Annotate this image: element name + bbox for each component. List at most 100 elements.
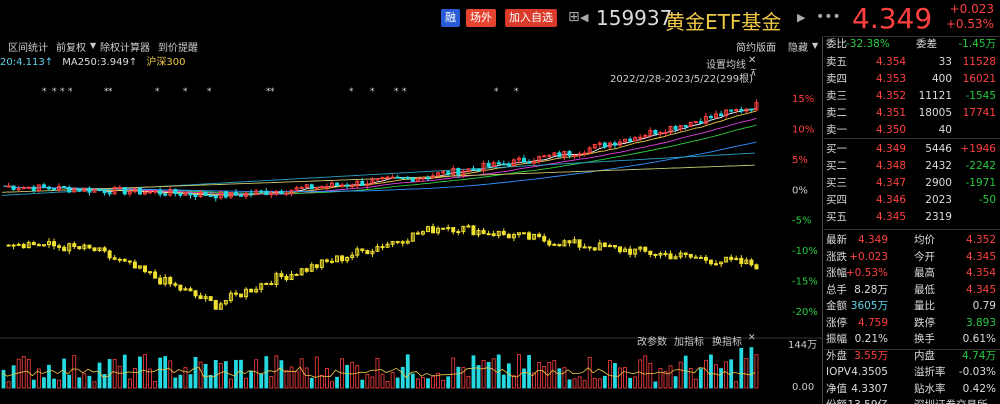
otc-tag[interactable]: 场外 [466, 9, 496, 27]
quote-row: IOPV 4.3505 溢折率 -0.03% [824, 364, 1000, 381]
index-candle-body [309, 264, 314, 272]
event-marker: * [104, 87, 109, 97]
index-candle-body [618, 246, 623, 253]
gold-candle-body [158, 190, 163, 195]
index-candle-body [249, 288, 254, 293]
weibi-value: -32.38% [846, 38, 890, 50]
gold-candle-body [188, 192, 193, 196]
volume-bar [719, 368, 723, 389]
pin-icon[interactable]: ⊼ [750, 69, 757, 79]
close-icon[interactable]: ✕ [748, 55, 757, 66]
volume-bar [330, 381, 334, 389]
y-tick-label: 15% [792, 94, 814, 105]
gold-candle-body [163, 193, 168, 196]
more-icon[interactable]: ••• [816, 9, 841, 25]
y-tick-label: -20% [792, 307, 818, 318]
volume-bar [269, 376, 274, 389]
volume-bar [709, 354, 713, 389]
volume-bar [299, 358, 304, 389]
chevron-down-icon[interactable]: ▼ [90, 41, 97, 50]
simple-layout-button[interactable]: 简约版面 [736, 43, 776, 54]
gold-candle-body [264, 190, 269, 196]
gold-candle-body [345, 184, 350, 187]
index-candle-body [607, 244, 612, 248]
volume-bar [193, 356, 198, 389]
volume-bar [218, 363, 223, 389]
pre-adjust-dropdown[interactable]: 前复权 [56, 43, 86, 54]
volume-bar [213, 359, 218, 389]
gold-candle-body [714, 113, 719, 118]
event-marker: * [349, 87, 354, 97]
index-compare-label: 沪深300 [146, 57, 186, 68]
volume-bar [82, 373, 87, 389]
price-change: +0.023 [949, 2, 994, 16]
volume-bar [294, 371, 299, 389]
volume-bar [668, 365, 673, 389]
index-candle-body [52, 241, 57, 247]
index-candle-body [592, 247, 597, 251]
index-candle-body [405, 240, 410, 244]
last-price: 4.349 [852, 2, 933, 35]
volume-bar [228, 378, 233, 389]
index-candle-body [628, 248, 633, 255]
hide-button[interactable]: 隐藏 [788, 43, 808, 54]
gold-candle-body [254, 190, 259, 195]
index-candle-body [491, 233, 496, 237]
quote-value: 0.42% [962, 382, 996, 395]
volume-bar [557, 368, 562, 389]
index-candle-body [132, 261, 137, 269]
interval-stats-button[interactable]: 区间统计 [8, 43, 48, 54]
volume-bar [92, 381, 97, 389]
gold-candle-body [122, 186, 127, 195]
gold-candle-body [754, 102, 759, 111]
add-indicator-button[interactable]: 加指标 [674, 337, 704, 348]
edit-params-button[interactable]: 改参数 [637, 337, 667, 348]
quote-row: 涨跌 +0.023 今开 4.345 [824, 249, 1000, 266]
switch-indicator-button[interactable]: 换指标 [712, 337, 742, 348]
quote-label: 量比 [914, 300, 935, 312]
next-stock-icon[interactable]: ▶ [797, 11, 806, 24]
volume-bar [304, 367, 309, 389]
index-candle-body [668, 253, 673, 260]
layout-grid-icon[interactable]: ⊞ [568, 9, 580, 25]
y-tick-label: 5% [792, 155, 808, 166]
prev-stock-icon[interactable]: ◀ [580, 11, 589, 24]
volume-close-icon[interactable]: ✕ [748, 333, 756, 343]
gold-candle-body [395, 176, 400, 179]
volume-ma-line [1, 366, 756, 379]
volume-bar [208, 374, 213, 389]
quote-value: 4.345 [965, 250, 996, 263]
quote-row: 涨停 4.759 跌停 3.893 [824, 315, 1000, 332]
quote-row: 份额13.59亿 深圳证券交易所 [824, 397, 1000, 404]
quote-label: 总手 [826, 283, 847, 296]
volume-bar [683, 355, 688, 389]
index-candle-body [319, 259, 324, 268]
rights-calculator-button[interactable]: 除权计算器 [100, 43, 150, 54]
gold-candle-body [552, 152, 557, 156]
quote-value: 4.3505 [851, 366, 888, 378]
volume-bar [704, 359, 708, 389]
volume-bar [112, 358, 117, 389]
gold-candle-body [673, 126, 678, 130]
gold-candle-body [102, 189, 107, 194]
volume-bar [42, 377, 46, 389]
volume-bar [178, 374, 183, 389]
add-watchlist-button[interactable]: 加入自选 [505, 9, 557, 27]
index-candle-body [714, 263, 719, 266]
volume-bar [11, 365, 16, 389]
index-candle-body [46, 241, 51, 246]
gold-candle-body [678, 125, 683, 130]
index-candle-body [41, 244, 46, 247]
price-alert-button[interactable]: 到价提醒 [158, 43, 198, 54]
index-candle-body [36, 244, 41, 247]
index-candle-body [481, 229, 486, 235]
set-ma-button[interactable]: 设置均线 [706, 60, 746, 71]
hide-chevron-icon[interactable]: ▼ [812, 41, 819, 50]
gold-candle-body [577, 153, 582, 157]
quote-value: 0.61% [962, 333, 996, 345]
quote-label: 换手 [914, 333, 935, 345]
volume-bar [132, 368, 137, 389]
volume-bar [415, 378, 420, 389]
gold-candle-body [112, 186, 117, 195]
